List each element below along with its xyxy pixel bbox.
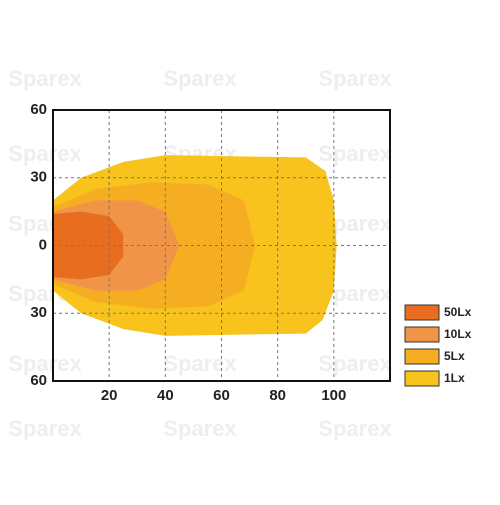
x-tick-label: 60 xyxy=(213,387,230,404)
plot-frame xyxy=(52,109,391,382)
y-tick-label: 0 xyxy=(39,236,47,253)
legend-swatch xyxy=(404,326,440,343)
y-tick-label: 60 xyxy=(30,372,47,389)
legend-label: 10Lx xyxy=(444,327,472,341)
legend-swatch xyxy=(404,370,440,387)
x-tick-label: 40 xyxy=(157,387,174,404)
watermark: Sparex xyxy=(163,66,237,91)
y-tick-label: 30 xyxy=(30,169,47,186)
x-tick-label: 80 xyxy=(269,387,286,404)
watermark: Sparex xyxy=(318,66,392,91)
watermark: Sparex xyxy=(8,141,82,166)
watermark: Sparex xyxy=(8,351,82,376)
legend-swatch xyxy=(404,304,440,321)
watermark: Sparex xyxy=(318,141,392,166)
legend-label: 1Lx xyxy=(444,371,465,385)
y-tick-label: 30 xyxy=(30,304,47,321)
beam-zone xyxy=(53,211,124,280)
watermark: Sparex xyxy=(318,351,392,376)
legend-label: 5Lx xyxy=(444,349,465,363)
watermark: Sparex xyxy=(163,351,237,376)
watermark: Sparex xyxy=(8,66,82,91)
legend-swatch xyxy=(404,348,440,365)
y-tick-label: 60 xyxy=(30,101,47,118)
watermark: Sparex xyxy=(163,416,237,441)
legend-label: 50Lx xyxy=(444,305,472,319)
x-tick-label: 100 xyxy=(321,387,346,404)
watermark: Sparex xyxy=(318,416,392,441)
x-tick-label: 20 xyxy=(101,387,118,404)
watermark: Sparex xyxy=(8,416,82,441)
